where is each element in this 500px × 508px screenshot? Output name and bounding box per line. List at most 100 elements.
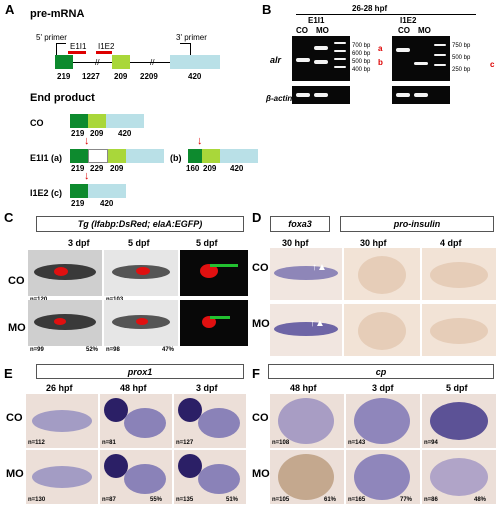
len-exon1: 219 bbox=[57, 72, 71, 81]
d-photo-mo-foxa3: ↑▲ bbox=[270, 304, 342, 356]
f-photo-mo-48 bbox=[270, 450, 344, 504]
f-mo: MO bbox=[252, 468, 270, 480]
primer5-label: 5' primer bbox=[36, 33, 67, 42]
primer-i1e2-bar bbox=[96, 51, 112, 54]
panel-label-a: A bbox=[5, 2, 15, 17]
b-co-1: CO bbox=[296, 26, 308, 35]
d-stage-2: 30 hpf bbox=[360, 238, 387, 248]
e-photo-co-26 bbox=[26, 394, 98, 448]
b-mo-1: MO bbox=[316, 26, 329, 35]
e-stage-3: 3 dpf bbox=[196, 383, 218, 393]
f-photo-mo-5 bbox=[422, 450, 496, 504]
a-exon2 bbox=[108, 149, 126, 163]
c-photo-co-3dpf bbox=[28, 250, 102, 296]
c-exon3 bbox=[88, 184, 126, 198]
b-i1e2: I1E2 bbox=[400, 16, 417, 25]
co-len3: 420 bbox=[118, 129, 132, 138]
i1e2-product-label: I1E2 (c) bbox=[30, 188, 63, 198]
e-mo-count-3: n=135 bbox=[176, 497, 194, 503]
ladder-750: 750 bp bbox=[452, 43, 471, 49]
exon1-box bbox=[55, 55, 73, 69]
f-photo-co-5 bbox=[422, 394, 496, 448]
e1i1-product-label: E1I1 (a) bbox=[30, 153, 63, 163]
ladder-700: 700 bp bbox=[352, 43, 371, 49]
d-gene-1: foxa3 bbox=[270, 216, 330, 232]
panel-label-c: C bbox=[4, 210, 14, 225]
ladder-500: 500 bp bbox=[352, 59, 371, 65]
panel-label-f: F bbox=[252, 366, 260, 381]
d-photo-mo-ins-30 bbox=[344, 304, 420, 356]
f-mo-count-3: n=86 bbox=[424, 497, 438, 503]
d-stage-3: 4 dpf bbox=[440, 238, 462, 248]
f-stage-2: 3 dpf bbox=[372, 383, 394, 393]
f-co-count-1: n=108 bbox=[272, 440, 290, 446]
f-photo-co-3 bbox=[346, 394, 420, 448]
gel-e1i1-alr bbox=[292, 36, 350, 81]
d-mo: MO bbox=[252, 318, 270, 330]
d-photo-co-ins-30 bbox=[344, 248, 420, 300]
gel-e1i1-actin bbox=[292, 86, 350, 104]
f-stage-3: 5 dpf bbox=[446, 383, 468, 393]
d-stage-1: 30 hpf bbox=[282, 238, 309, 248]
c-stage-3: 5 dpf bbox=[196, 238, 218, 248]
f-photo-co-48 bbox=[270, 394, 344, 448]
end-product-title: End product bbox=[30, 92, 95, 104]
c-mo: MO bbox=[8, 322, 26, 334]
d-gene-2: pro-insulin bbox=[340, 216, 494, 232]
c-photo-co-fluor bbox=[180, 250, 248, 296]
e-stage-1: 26 hpf bbox=[46, 383, 73, 393]
a-exon3 bbox=[126, 149, 164, 163]
f-mo-pct-3: 48% bbox=[474, 497, 487, 503]
b-gene-alr: alr bbox=[270, 55, 282, 65]
e-mo-count-1: n=130 bbox=[28, 497, 46, 503]
f-mo-count-1: n=105 bbox=[272, 497, 290, 503]
b-arrow-icon: ↓ bbox=[197, 135, 203, 147]
e-photo-mo-3 bbox=[174, 450, 246, 504]
primer5-arrow-head bbox=[56, 43, 66, 44]
e-mo-pct-3: 51% bbox=[226, 497, 239, 503]
band-b: b bbox=[378, 58, 383, 67]
c-len2: 420 bbox=[100, 199, 114, 208]
panel-label-b: B bbox=[262, 2, 272, 17]
f-stage-1: 48 hpf bbox=[290, 383, 317, 393]
b-exon2 bbox=[202, 149, 220, 163]
f-mo-pct-2: 77% bbox=[400, 497, 413, 503]
b-stage-line bbox=[296, 14, 476, 15]
a-exon1 bbox=[70, 149, 88, 163]
e-photo-co-3 bbox=[174, 394, 246, 448]
e-photo-co-48 bbox=[100, 394, 172, 448]
d-co: CO bbox=[252, 262, 269, 274]
primer3-arrow bbox=[190, 43, 191, 56]
ladder-500r: 500 bp bbox=[452, 55, 471, 61]
c-mo-pct-2: 47% bbox=[162, 347, 175, 353]
e-co: CO bbox=[6, 412, 23, 424]
c-stage-2: 5 dpf bbox=[128, 238, 150, 248]
len-exon2: 209 bbox=[114, 72, 128, 81]
primer-e1i1-bar bbox=[68, 51, 86, 54]
e-photo-mo-26 bbox=[26, 450, 98, 504]
e-photo-mo-48 bbox=[100, 450, 172, 504]
b-exon1 bbox=[188, 149, 202, 163]
co-len2: 209 bbox=[90, 129, 104, 138]
band-c: c bbox=[490, 60, 495, 69]
c-mo-pct-1: 52% bbox=[86, 347, 99, 353]
f-co-count-2: n=143 bbox=[348, 440, 366, 446]
d-arrow-co-icon: ↑▲ bbox=[312, 262, 327, 273]
len-intron2: 2209 bbox=[140, 72, 158, 81]
ladder-600: 600 bp bbox=[352, 51, 371, 57]
co-exon3 bbox=[106, 114, 144, 128]
b-co-2: CO bbox=[398, 26, 410, 35]
f-co: CO bbox=[252, 412, 269, 424]
a-len2: 229 bbox=[90, 164, 104, 173]
co-product-label: CO bbox=[30, 118, 44, 128]
f-co-count-3: n=94 bbox=[424, 440, 438, 446]
f-photo-mo-3 bbox=[346, 450, 420, 504]
a-len3: 209 bbox=[110, 164, 124, 173]
b-gene-actin: β-actin bbox=[266, 94, 293, 103]
co-exon1 bbox=[70, 114, 88, 128]
gel-i1e2-alr bbox=[392, 36, 450, 81]
c-mo-count-1: n=99 bbox=[30, 347, 44, 353]
len-exon3: 420 bbox=[188, 72, 202, 81]
e-mo-count-2: n=87 bbox=[102, 497, 116, 503]
band-a: a bbox=[378, 44, 383, 53]
